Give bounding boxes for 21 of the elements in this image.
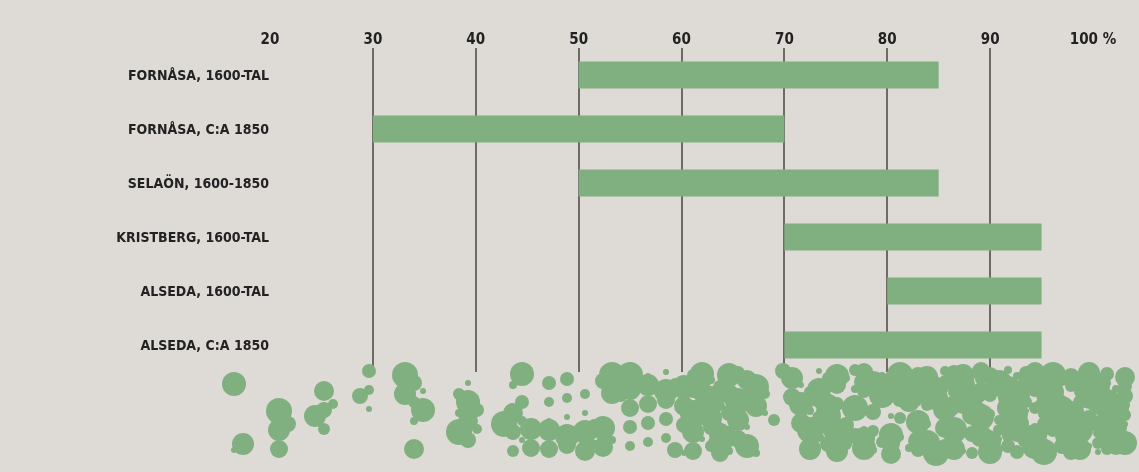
y-tick-label: KRISTBERG, 1600-TAL — [116, 228, 269, 245]
x-tick-label: 90 — [980, 30, 1000, 48]
x-tick-label: 20 — [260, 30, 280, 48]
y-tick-label: FORNÅSA, C:A 1850 — [127, 120, 270, 137]
bar — [578, 61, 939, 89]
bar — [578, 169, 939, 197]
x-tick-label: 80 — [877, 30, 897, 48]
x-tick-label: 40 — [466, 30, 486, 48]
x-tick-label: 30 — [363, 30, 383, 48]
y-tick-label: SELAÖN, 1600-1850 — [127, 173, 270, 191]
bar — [784, 331, 1042, 359]
y-tick-label: ALSEDA, 1600-TAL — [140, 282, 269, 299]
x-tick-label: 100 % — [1069, 30, 1117, 48]
x-tick-label: 60 — [672, 30, 691, 48]
x-tick-label: 50 — [569, 30, 589, 48]
bar — [372, 115, 785, 143]
y-tick-label: FORNÅSA, 1600-TAL — [127, 66, 269, 83]
x-tick-label: 70 — [774, 30, 794, 48]
y-tick-label: ALSEDA, C:A 1850 — [140, 336, 270, 353]
bar — [887, 277, 1042, 305]
bar — [784, 223, 1042, 251]
